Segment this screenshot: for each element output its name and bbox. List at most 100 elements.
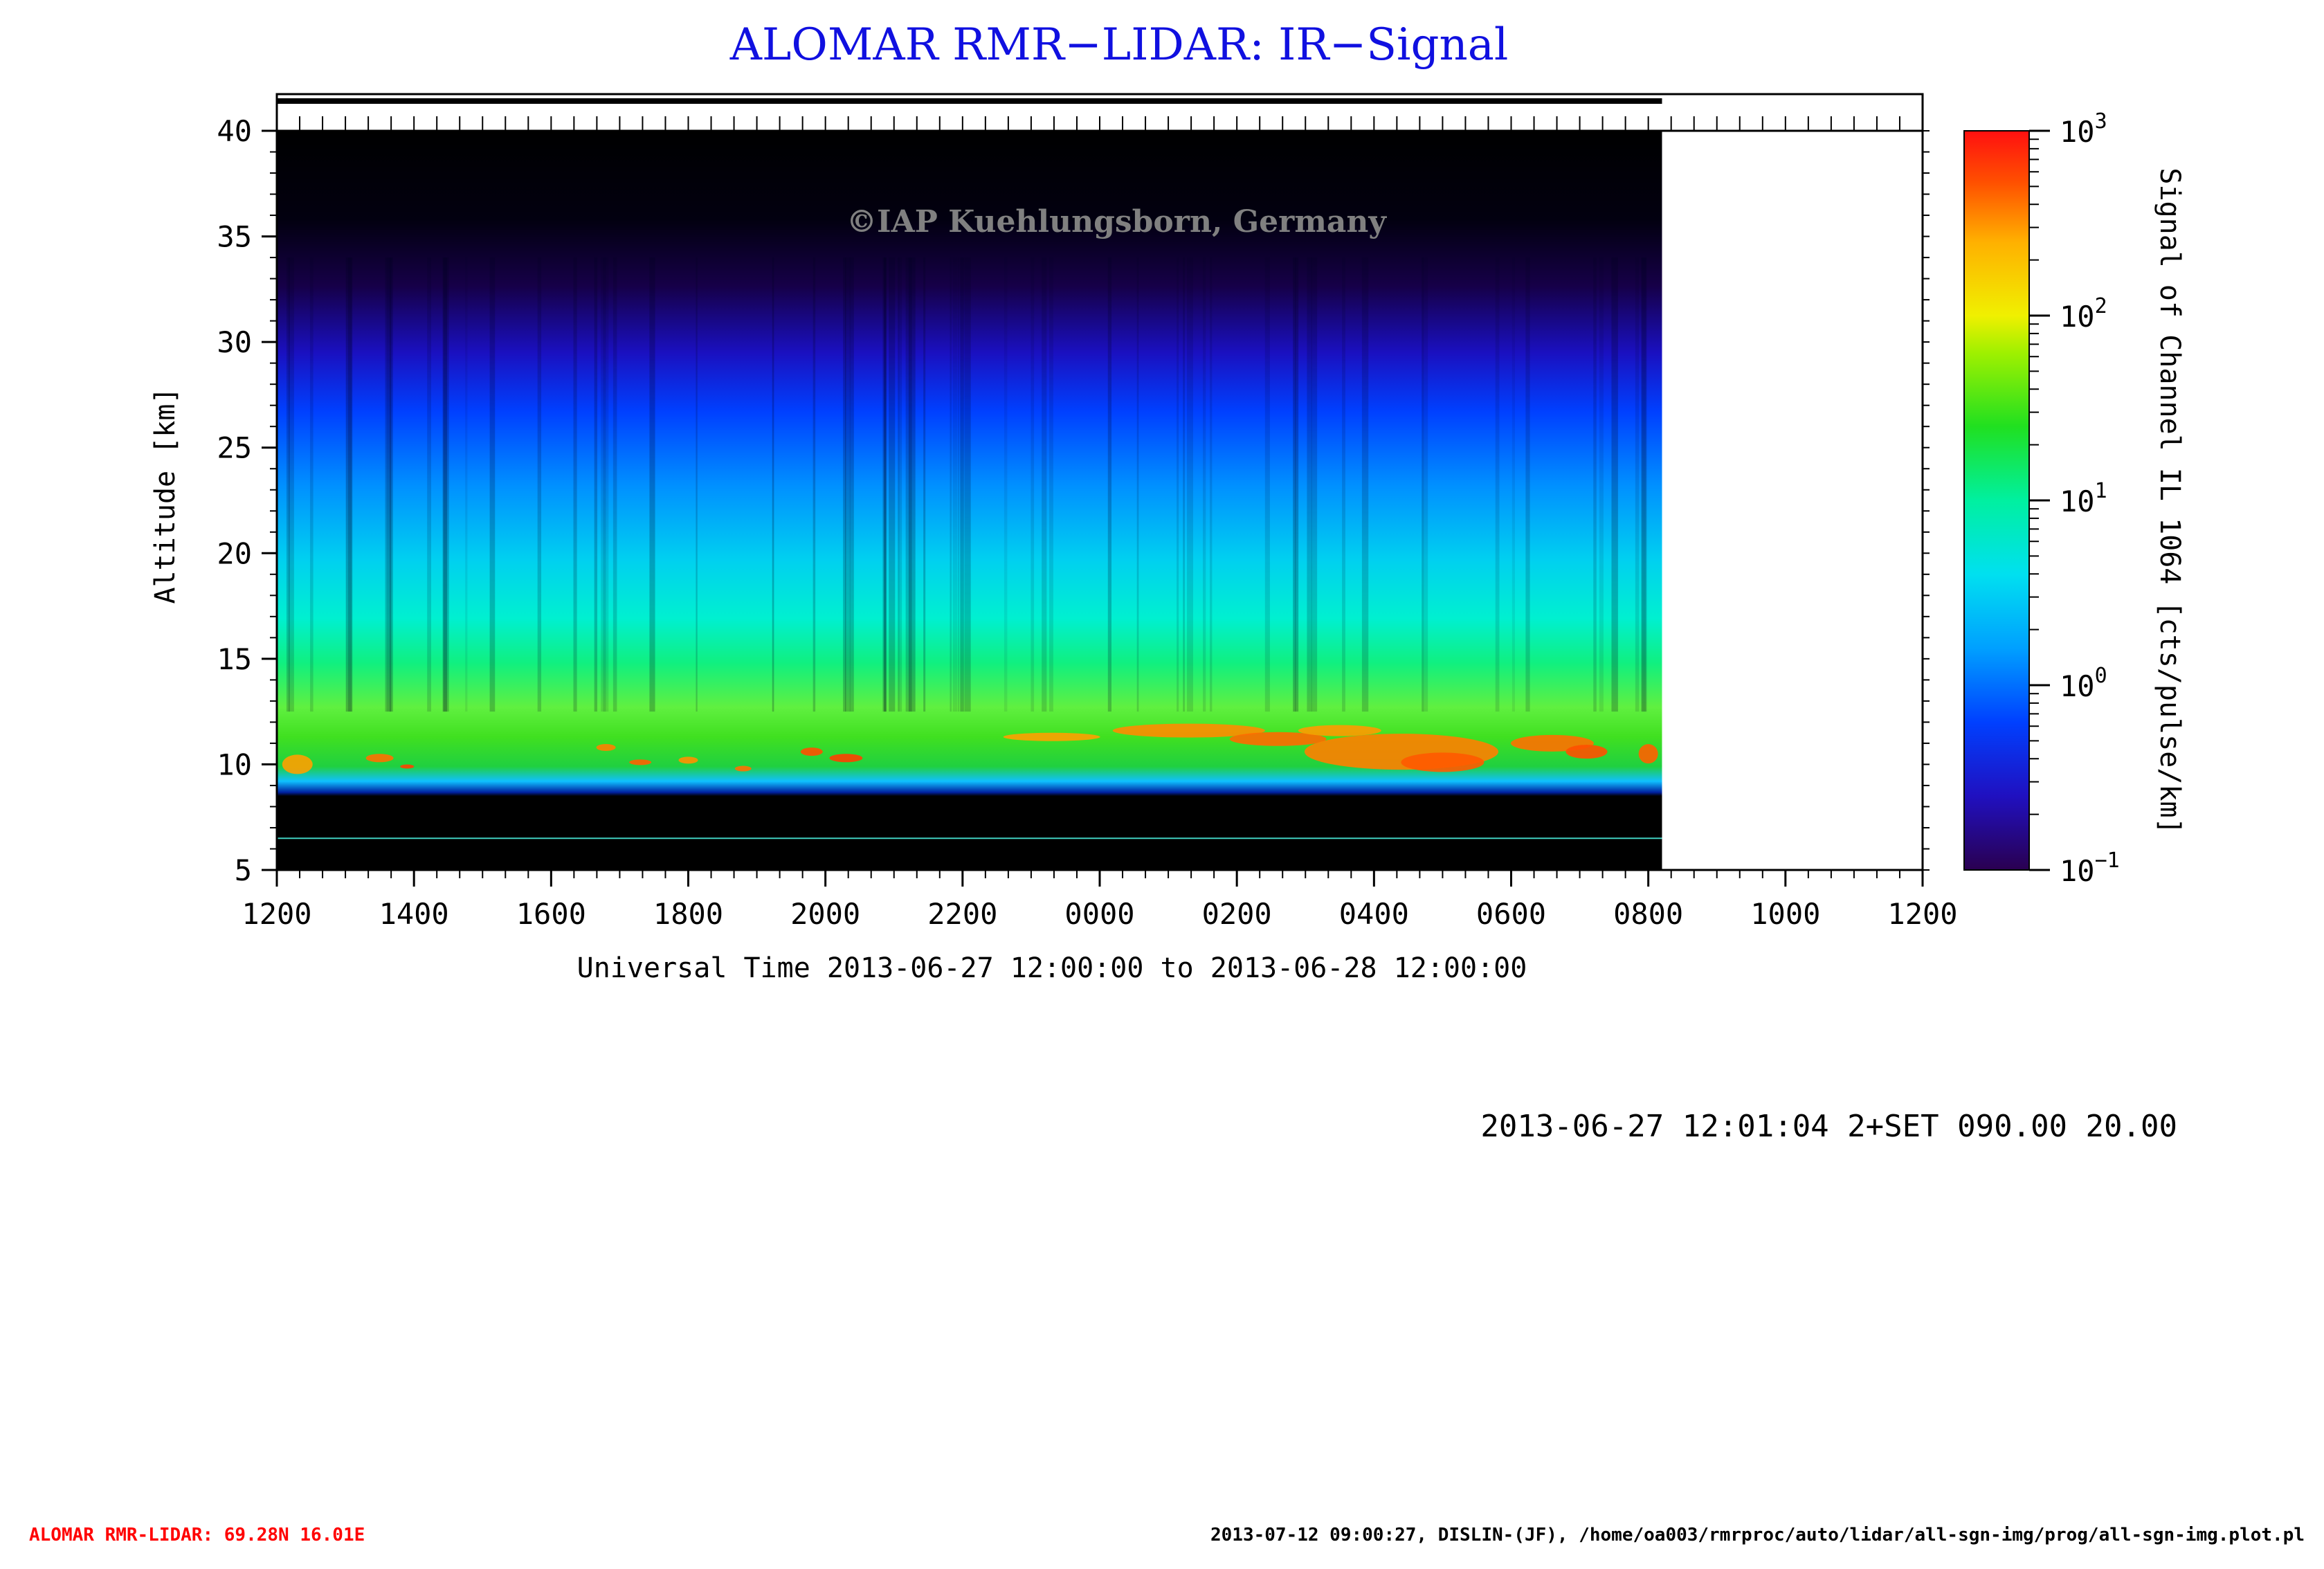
- x-axis-label: Universal Time 2013-06-27 12:00:00 to 20…: [577, 952, 1527, 984]
- streak: [594, 257, 598, 712]
- colorbar-scale: [1964, 131, 2029, 870]
- streak: [960, 257, 964, 712]
- chart-title: ALOMAR RMR−LIDAR: IR−Signal: [729, 19, 1509, 71]
- streak: [1599, 257, 1604, 712]
- streak: [1635, 257, 1640, 712]
- cloud-feature: [1401, 752, 1485, 772]
- streak: [1004, 257, 1008, 712]
- streak: [952, 257, 958, 712]
- x-tick-label: 0200: [1202, 897, 1272, 931]
- colorbar-tick-label: 100: [2060, 664, 2107, 703]
- streak: [905, 257, 912, 712]
- streak: [442, 257, 449, 712]
- cloud-feature: [1229, 732, 1327, 746]
- streak: [1042, 257, 1047, 712]
- streak: [1049, 257, 1053, 712]
- streak: [1342, 257, 1345, 712]
- y-tick-label: 25: [217, 431, 252, 465]
- streak: [1422, 257, 1428, 712]
- x-tick-label: 0600: [1476, 897, 1546, 931]
- streak: [286, 257, 290, 712]
- y-tick-label: 40: [217, 114, 252, 148]
- y-tick-label: 15: [217, 642, 252, 676]
- cloud-feature: [1003, 732, 1100, 741]
- streak: [1593, 257, 1597, 712]
- cloud-feature: [1638, 744, 1658, 764]
- cloud-feature: [629, 759, 652, 765]
- streak: [882, 257, 887, 712]
- streak: [897, 257, 900, 712]
- streak: [889, 257, 896, 712]
- streak: [1641, 257, 1646, 712]
- y-tick-label: 30: [217, 325, 252, 359]
- x-tick-label: 1400: [379, 897, 449, 931]
- cloud-feature: [829, 754, 863, 763]
- streak: [813, 257, 816, 712]
- heatmap-plot: [277, 131, 1923, 870]
- streak: [348, 257, 352, 712]
- streak: [845, 257, 851, 712]
- colorbar-tick-label: 103: [2060, 109, 2107, 149]
- streak: [386, 257, 394, 712]
- streak: [1495, 257, 1500, 712]
- cloud-feature: [800, 747, 823, 756]
- streak: [843, 257, 846, 712]
- streak: [345, 257, 353, 712]
- streak: [1293, 257, 1296, 712]
- streak: [1183, 257, 1185, 712]
- cloud-feature: [596, 744, 616, 752]
- x-tick-label: 0000: [1064, 897, 1134, 931]
- colorbar-tick-label: 102: [2060, 294, 2107, 334]
- streak: [391, 257, 393, 712]
- cloud-feature: [365, 754, 394, 763]
- streak: [1210, 257, 1213, 712]
- streak: [612, 257, 617, 712]
- y-tick-label: 5: [235, 853, 252, 887]
- streak: [1203, 257, 1206, 712]
- streak: [1361, 257, 1369, 712]
- cloud-feature: [400, 764, 415, 769]
- streak: [385, 257, 392, 712]
- y-tick-label: 10: [217, 747, 252, 781]
- x-tick-label: 1600: [516, 897, 586, 931]
- streak: [1107, 257, 1112, 712]
- x-tick-label: 0800: [1613, 897, 1683, 931]
- streak: [908, 257, 916, 712]
- streak: [309, 257, 314, 712]
- run-info-text: 2013-06-27 12:01:04 2+SET 090.00 20.00: [1480, 1109, 2177, 1144]
- x-tick-label: 1800: [653, 897, 723, 931]
- streak: [427, 257, 431, 712]
- cloud-feature: [1298, 725, 1381, 736]
- streak: [465, 257, 468, 712]
- cloud-feature: [678, 756, 698, 764]
- streak: [1177, 257, 1179, 712]
- streak: [1525, 257, 1530, 712]
- colorbar-label: Signal of Channel IL 1064 [cts/pulse/km]: [2154, 167, 2186, 834]
- streak: [1307, 257, 1312, 712]
- streak: [443, 257, 448, 712]
- cloud-feature: [1112, 723, 1265, 738]
- streak: [1187, 257, 1193, 712]
- streak: [1031, 257, 1035, 712]
- x-tick-label: 1200: [242, 897, 311, 931]
- watermark-text: ©IAP Kuehlungsborn, Germany: [846, 204, 1387, 239]
- streak: [950, 257, 952, 712]
- y-axis-label: Altitude [km]: [149, 387, 181, 604]
- streak: [1511, 257, 1515, 712]
- colorbar-tick-label: 101: [2060, 479, 2107, 518]
- streak: [772, 257, 774, 712]
- streak: [649, 257, 655, 712]
- streak: [1611, 257, 1618, 712]
- streak: [603, 257, 609, 712]
- y-tick-label: 20: [217, 536, 252, 570]
- streak: [601, 257, 606, 712]
- footer-station-text: ALOMAR RMR-LIDAR: 69.28N 16.01E: [29, 1525, 365, 1545]
- streak: [288, 257, 294, 712]
- streak: [696, 257, 698, 712]
- streak: [884, 257, 887, 712]
- cloud-feature: [734, 765, 752, 772]
- x-tick-label: 1200: [1887, 897, 1957, 931]
- streak: [1422, 257, 1424, 712]
- streak: [1295, 257, 1299, 712]
